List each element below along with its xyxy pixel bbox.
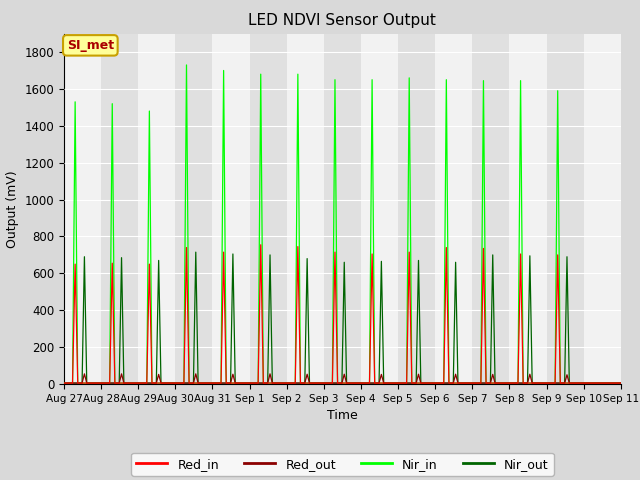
Title: LED NDVI Sensor Output: LED NDVI Sensor Output xyxy=(248,13,436,28)
Bar xyxy=(175,34,212,384)
Bar xyxy=(472,34,509,384)
Bar xyxy=(250,34,287,384)
Bar xyxy=(324,34,361,384)
Legend: Red_in, Red_out, Nir_in, Nir_out: Red_in, Red_out, Nir_in, Nir_out xyxy=(131,453,554,476)
Bar xyxy=(101,34,138,384)
X-axis label: Time: Time xyxy=(327,409,358,422)
Y-axis label: Output (mV): Output (mV) xyxy=(6,170,19,248)
Bar xyxy=(547,34,584,384)
Bar xyxy=(398,34,435,384)
Text: SI_met: SI_met xyxy=(67,39,114,52)
